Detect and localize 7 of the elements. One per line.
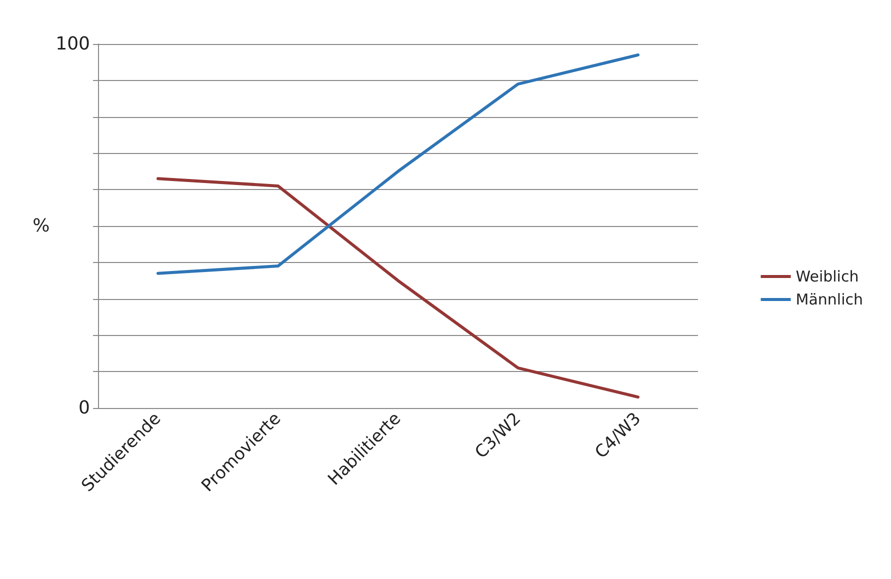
legend-label: Männlich [796,290,864,308]
legend-label: Weiblich [796,268,859,286]
y-tick-label: 0 [78,398,90,418]
line-series [156,177,640,399]
y-tick-label: 100 [56,34,90,54]
line-series [156,53,640,275]
y-axis-title: % [32,216,50,236]
